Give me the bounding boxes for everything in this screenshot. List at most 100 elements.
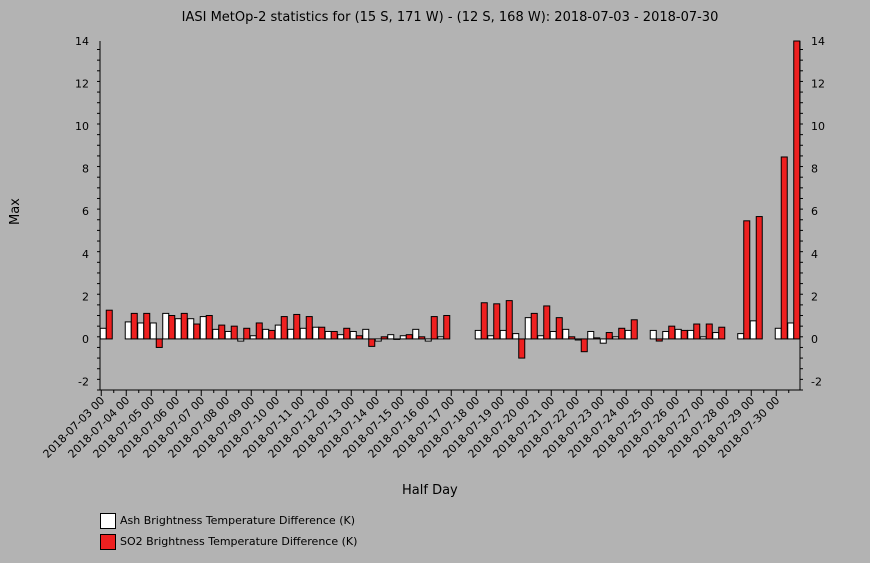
bar-ash (249, 335, 257, 340)
bar-so2 (693, 323, 701, 340)
y-tick-label-right: 14 (811, 35, 825, 48)
bar-ash (624, 329, 632, 340)
bar-so2 (305, 316, 313, 340)
bar-ash (737, 333, 745, 340)
y-tick-label-right: 8 (811, 163, 818, 176)
bar-so2 (343, 327, 351, 340)
x-axis-label: Half Day (402, 483, 458, 498)
bar-ash (374, 338, 382, 342)
bar-so2 (230, 325, 238, 340)
y-tick-label-right: 2 (811, 290, 818, 303)
bar-so2 (155, 338, 163, 348)
bar-so2 (755, 216, 763, 340)
bar-so2 (105, 309, 113, 340)
bar-so2 (180, 312, 188, 340)
bar-ash (237, 338, 245, 342)
bar-so2 (530, 312, 538, 340)
bar-so2 (618, 327, 626, 340)
bar-ash (787, 322, 795, 340)
bar-ash (499, 329, 507, 340)
bar-ash (549, 330, 557, 340)
bar-ash (712, 332, 720, 340)
bar-ash (312, 326, 320, 340)
bar-ash (324, 330, 332, 340)
bar-ash (662, 330, 670, 340)
bar-ash (174, 318, 182, 340)
bar-so2 (655, 338, 663, 342)
bar-ash (774, 327, 782, 340)
bar-so2 (580, 338, 588, 353)
bar-so2 (355, 335, 363, 340)
y-tick-label-right: 10 (811, 120, 825, 133)
bar-ash (749, 320, 757, 340)
bar-so2 (593, 337, 601, 340)
bar-ash (287, 328, 295, 340)
bar-so2 (255, 322, 263, 340)
bar-so2 (493, 303, 501, 340)
y-tick-label-right: 6 (811, 205, 818, 218)
bar-so2 (130, 312, 138, 340)
bar-ash (199, 316, 207, 340)
bar-ash (387, 334, 395, 340)
y-tick-label-left: 14 (75, 35, 89, 48)
y-tick-label-right: 12 (811, 78, 825, 91)
legend-label-ash: Ash Brightness Temperature Difference (K… (120, 514, 355, 527)
bar-so2 (268, 329, 276, 340)
bar-so2 (480, 302, 488, 340)
bar-so2 (443, 315, 451, 340)
legend-label-so2: SO2 Brightness Temperature Difference (K… (120, 535, 358, 548)
y-tick-label-left: 12 (75, 78, 89, 91)
bar-ash (437, 336, 445, 340)
bar-so2 (168, 315, 176, 340)
bar-so2 (318, 326, 326, 340)
bar-ash (587, 330, 595, 340)
y-tick-label-right: 4 (811, 248, 818, 261)
bar-ash (124, 321, 132, 340)
bar-so2 (630, 319, 638, 340)
bar-so2 (780, 156, 788, 340)
bar-ash (349, 330, 357, 340)
bar-ash (412, 328, 420, 340)
y-tick-label-right: 0 (811, 333, 818, 346)
bar-ash (612, 336, 620, 340)
bar-so2 (193, 323, 201, 340)
bar-ash (224, 330, 232, 340)
bar-so2 (405, 334, 413, 340)
bar-ash (674, 328, 682, 340)
y-tick-label-left: 0 (82, 333, 89, 346)
y-tick-label-left: 2 (82, 290, 89, 303)
y-tick-label-left: 4 (82, 248, 89, 261)
bar-ash (212, 328, 220, 340)
bar-so2 (293, 313, 301, 340)
bar-so2 (430, 316, 438, 340)
bar-so2 (605, 332, 613, 340)
bar-so2 (680, 329, 688, 340)
bar-so2 (518, 338, 526, 359)
bar-so2 (218, 324, 226, 340)
bar-ash (599, 338, 607, 344)
bar-ash (362, 328, 370, 340)
bar-so2 (793, 40, 801, 340)
bar-so2 (280, 316, 288, 340)
bar-ash (649, 329, 657, 340)
bar-ash (337, 334, 345, 340)
bar-ash (699, 336, 707, 340)
bar-so2 (368, 338, 376, 347)
y-tick-label-left: 6 (82, 205, 89, 218)
bar-ash (137, 322, 145, 340)
bar-so2 (380, 336, 388, 340)
y-tick-label-left: 10 (75, 120, 89, 133)
bar-so2 (243, 327, 251, 340)
bar-ash (187, 318, 195, 340)
bar-ash (162, 312, 170, 340)
chart-title: IASI MetOp-2 statistics for (15 S, 171 W… (181, 10, 719, 25)
bar-ash (687, 329, 695, 340)
bar-ash (424, 338, 432, 342)
bar-ash (99, 327, 107, 340)
legend-swatch-so2 (100, 534, 116, 550)
y-tick-label-left: -2 (78, 375, 89, 388)
bar-ash (274, 324, 282, 340)
bar-so2 (705, 323, 713, 340)
